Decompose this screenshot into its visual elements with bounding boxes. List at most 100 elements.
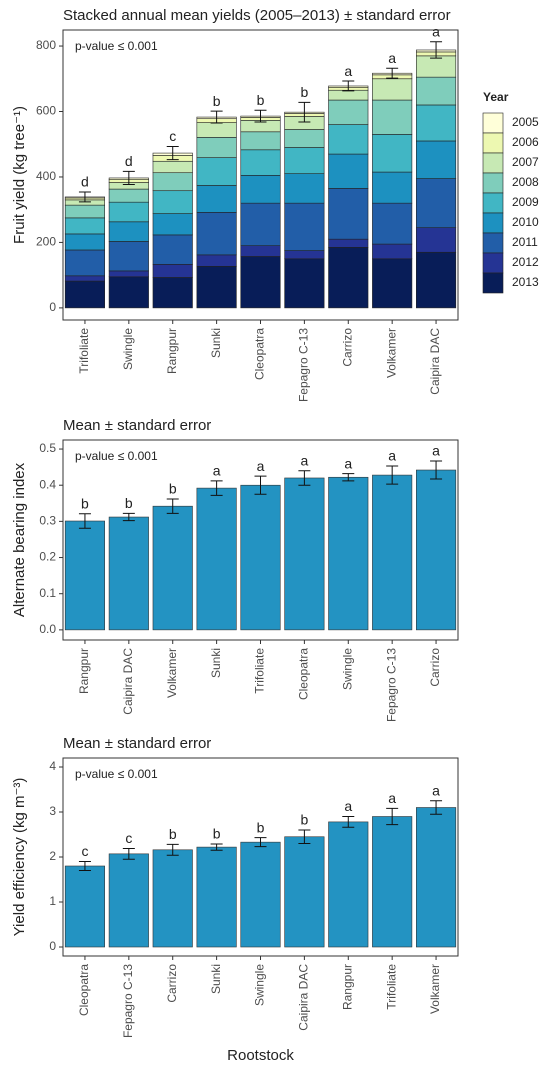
significance-letter: b [169,826,177,842]
error-bar [386,465,399,485]
bar-segment [108,276,149,309]
bar [416,807,457,948]
significance-letter: b [213,93,221,109]
significance-letter: a [344,798,352,814]
error-bar [122,170,135,185]
x-tick-label: Rangpur [77,648,91,694]
significance-letter: a [388,790,396,806]
y-tick-label: 0.3 [39,514,56,528]
legend-key [482,272,504,294]
x-axis-label: Rootstock [227,1047,294,1064]
x-tick-label: Carrizo [165,964,179,1003]
bar-segment [416,55,457,78]
significance-letter: b [125,495,133,511]
bar [284,477,325,631]
error-bar [122,847,135,860]
x-tick-label: Sunki [209,964,223,994]
bar-segment [328,153,369,189]
bar [416,469,457,631]
y-tick-label: 0 [49,939,56,953]
error-bar [210,480,223,496]
x-tick-label: Cleopatra [77,964,91,1016]
significance-letter: d [81,174,89,190]
bar-segment [284,129,325,148]
bar [240,484,281,631]
bar-segment [196,254,237,267]
y-tick-label: 0 [49,300,56,314]
bar-segment [64,280,105,309]
bar [284,836,325,948]
y-axis-label: Alternate bearing index [11,462,28,617]
legend-key [482,232,504,254]
bar [196,487,237,631]
legend-label: 2006 [512,135,539,149]
bar-segment [108,241,149,272]
bar-segment [284,147,325,174]
significance-letter: c [169,128,176,144]
bar-segment [328,124,369,155]
x-tick-label: Fepagro C-13 [121,964,135,1038]
x-tick-label: Volkamer [428,964,442,1014]
y-tick-label: 1 [49,894,56,908]
legend-label: 2005 [512,115,539,129]
bar [64,865,105,948]
bar-segment [108,221,149,242]
error-bar [342,473,355,482]
error-bar [166,498,179,514]
bar-segment [64,275,105,282]
bar [372,474,413,631]
legend-key [482,132,504,154]
bar-segment [328,188,369,240]
error-bar [342,80,355,92]
legend-key [482,212,504,234]
panel-title: Mean ± standard error [63,735,211,752]
significance-letter: a [432,782,440,798]
bar [328,821,369,948]
bar-segment [196,212,237,256]
error-bar [386,807,399,826]
x-tick-label: Sunki [209,328,223,358]
bar-segment [152,190,193,214]
error-bar [122,512,135,522]
bar [64,520,105,631]
x-tick-label: Cleopatra [253,328,267,380]
legend-key [482,152,504,174]
bar-segment [152,234,193,265]
x-tick-label: Swingle [253,964,267,1006]
error-bar [298,829,311,844]
error-bar [430,460,443,480]
bar-segment [416,178,457,228]
bar-segment [196,266,237,309]
error-bar [166,843,179,856]
bar-segment [240,256,281,309]
legend-label: 2009 [512,195,539,209]
error-bar [78,861,91,871]
bar-segment [416,251,457,309]
error-bar [78,513,91,529]
bar-segment [64,249,105,277]
x-tick-label: Caipira DAC [297,964,311,1031]
significance-letter: b [257,819,265,835]
legend-label: 2011 [512,235,538,249]
y-tick-label: 0.1 [39,586,56,600]
significance-letter: b [300,812,308,828]
error-bar [254,475,267,495]
y-tick-label: 400 [36,169,56,183]
significance-letter: a [300,452,308,468]
legend-label: 2007 [512,155,539,169]
significance-letter: c [125,830,132,846]
bar-segment [284,173,325,204]
bar-segment [196,122,237,138]
y-tick-label: 600 [36,104,56,118]
bar [240,841,281,948]
y-tick-label: 4 [49,759,56,773]
error-bar [430,41,443,59]
bar-segment [240,202,281,246]
bar-segment [64,204,105,219]
error-bar [166,146,179,161]
y-tick-label: 200 [36,235,56,249]
y-tick-label: 2 [49,849,56,863]
bar-segment [416,76,457,106]
bar-segment [196,157,237,186]
x-tick-label: Rangpur [340,964,354,1010]
